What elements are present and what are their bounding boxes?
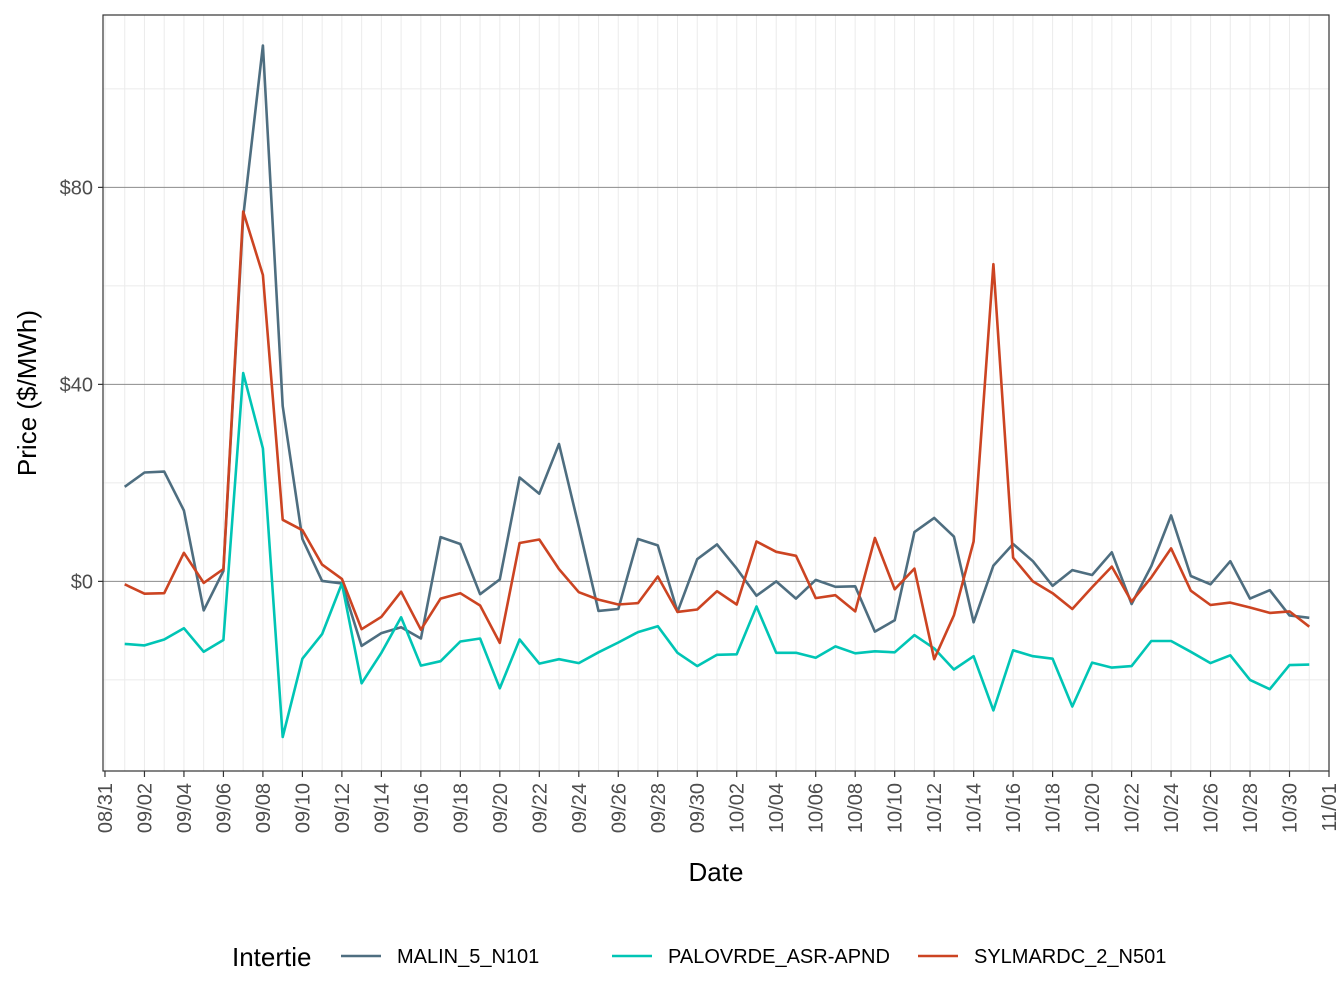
- x-tick-label: 09/16: [411, 783, 433, 833]
- x-tick-label: 09/14: [371, 783, 393, 833]
- x-tick-label: 09/24: [569, 783, 591, 833]
- legend: Intertie MALIN_5_N101 PALOVRDE_ASR-APND SY…: [232, 942, 1166, 972]
- y-axis-title: Price ($/MWh): [12, 310, 42, 476]
- x-tick-label: 10/26: [1201, 783, 1223, 833]
- x-tick-label: 08/31: [95, 783, 117, 833]
- x-tick-label: 10/30: [1280, 783, 1302, 833]
- x-tick-label: 10/28: [1240, 783, 1262, 833]
- x-tick-label: 09/30: [687, 783, 709, 833]
- x-tick-label: 10/08: [845, 783, 867, 833]
- x-tick-label: 09/28: [648, 783, 670, 833]
- x-tick-label: 10/20: [1082, 783, 1104, 833]
- x-tick-label: 09/02: [134, 783, 156, 833]
- x-tick-label: 10/02: [727, 783, 749, 833]
- x-tick-label: 10/04: [766, 783, 788, 833]
- x-tick-label: 09/26: [608, 783, 630, 833]
- x-tick-label: 09/12: [332, 783, 354, 833]
- x-tick-label: 10/06: [806, 783, 828, 833]
- legend-label-sylmardc_2_n501: SYLMARDC_2_N501: [974, 946, 1166, 968]
- x-tick-label: 11/01: [1319, 783, 1341, 832]
- x-axis-ticks: 08/31 09/02 09/04 09/06 09/08 09/10 09/12 09/14…: [95, 771, 1341, 833]
- minor-gridlines: [103, 15, 1330, 771]
- y-tick-label: $80: [60, 177, 93, 199]
- x-axis-title: Date: [689, 857, 744, 887]
- x-tick-label: 10/16: [1003, 783, 1025, 833]
- x-tick-label: 10/14: [964, 783, 986, 833]
- x-tick-label: 10/24: [1161, 783, 1183, 833]
- x-tick-label: 10/18: [1043, 783, 1065, 833]
- major-gridlines: [103, 186, 1329, 582]
- x-tick-label: 09/10: [292, 783, 314, 833]
- x-tick-label: 10/22: [1122, 783, 1144, 833]
- series-line-sylmardc_2_n501: [124, 210, 1311, 661]
- panel-border: [102, 14, 1330, 772]
- x-tick-label: 09/20: [490, 783, 512, 833]
- x-tick-label: 09/04: [174, 783, 196, 833]
- x-tick-label: 09/22: [529, 783, 551, 833]
- y-axis-ticks: $0 $40 $80: [60, 177, 103, 593]
- series-line-palovrde_asr-apnd: [124, 371, 1310, 739]
- x-tick-label: 10/12: [924, 783, 946, 833]
- y-tick-label: $0: [71, 571, 93, 593]
- x-tick-label: 09/08: [253, 783, 275, 833]
- legend-label-malin_5_n101: MALIN_5_N101: [397, 946, 539, 968]
- y-tick-label: $40: [60, 374, 93, 396]
- series-line-malin_5_n101: [123, 44, 1310, 648]
- legend-label-palovrde_asr-apnd: PALOVRDE_ASR-APND: [668, 946, 890, 968]
- x-tick-label: 09/18: [450, 783, 472, 833]
- legend-title: Intertie: [232, 942, 312, 972]
- x-tick-label: 09/06: [213, 783, 235, 833]
- series-lines: [123, 44, 1311, 739]
- x-tick-label: 10/10: [885, 783, 907, 833]
